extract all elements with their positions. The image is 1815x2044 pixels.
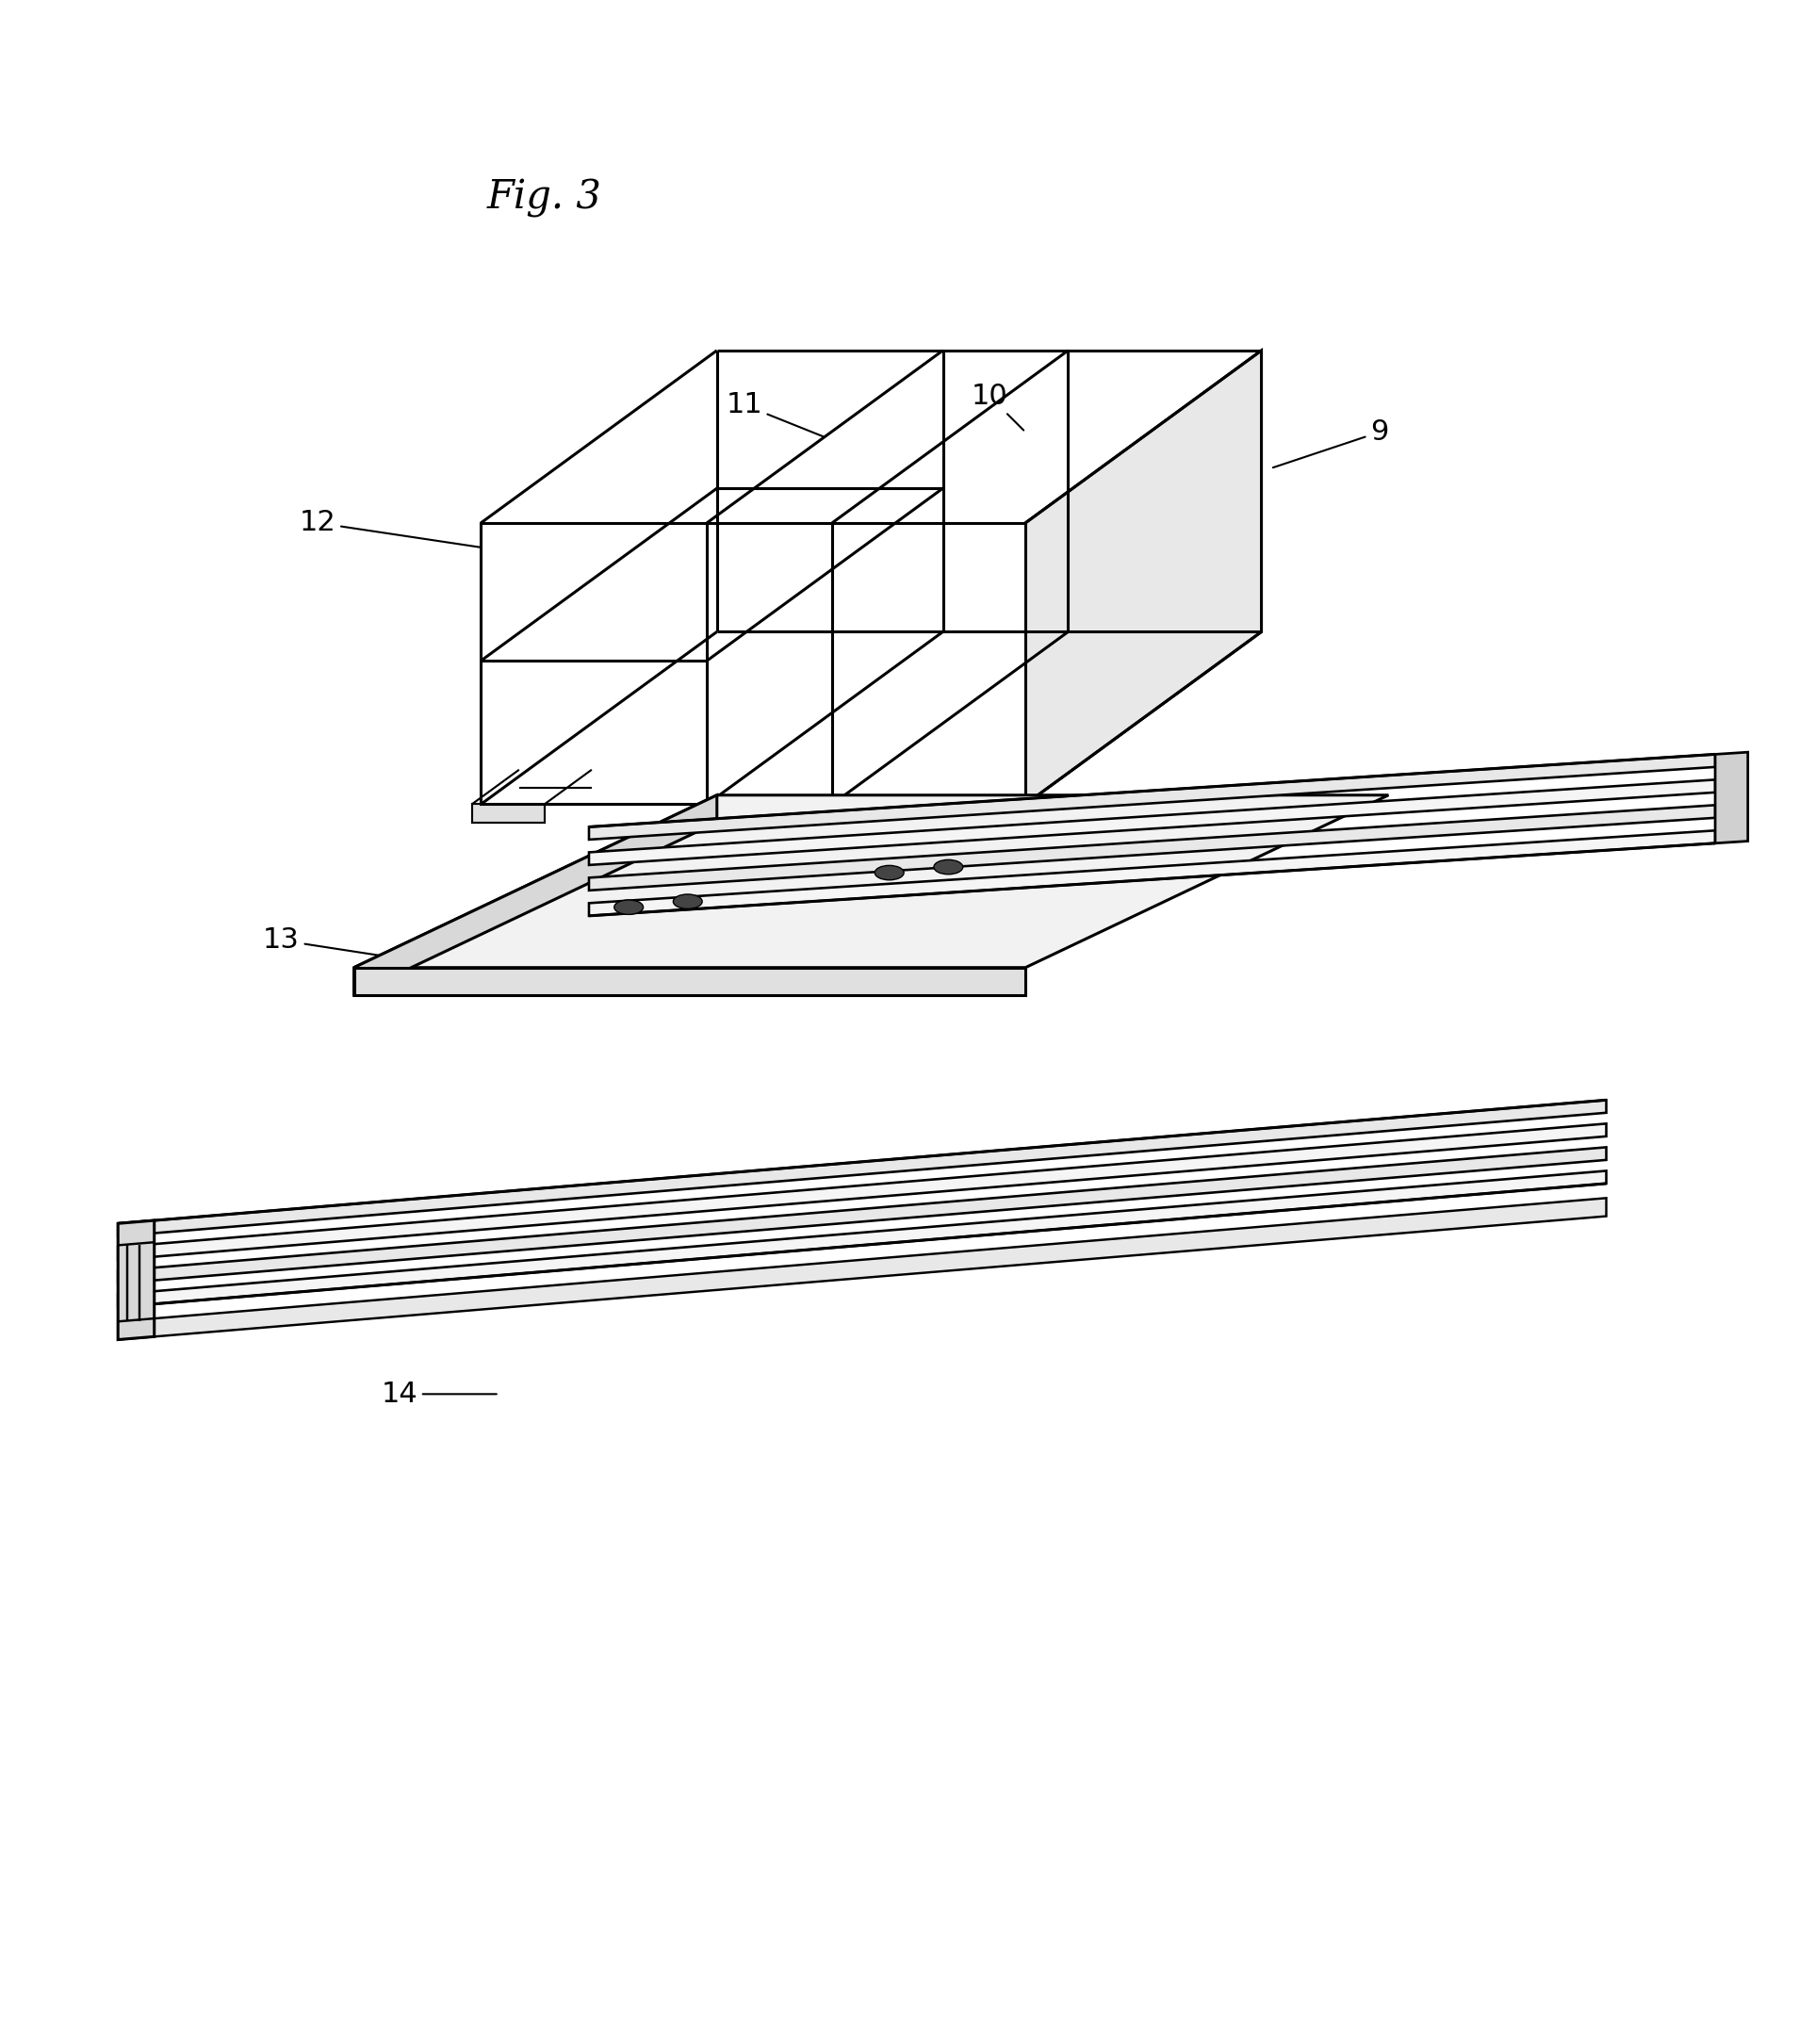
Text: 13: 13	[263, 926, 397, 959]
Polygon shape	[588, 830, 1715, 916]
Text: 12: 12	[299, 509, 497, 550]
Polygon shape	[588, 779, 1715, 865]
Polygon shape	[118, 1220, 154, 1339]
Polygon shape	[1025, 350, 1261, 803]
Polygon shape	[481, 523, 1025, 803]
Polygon shape	[118, 1198, 1606, 1339]
Text: 9: 9	[1272, 419, 1388, 468]
Polygon shape	[118, 1124, 1606, 1259]
Ellipse shape	[875, 865, 904, 881]
Text: Fig. 3: Fig. 3	[486, 178, 603, 217]
Polygon shape	[1715, 752, 1748, 844]
Ellipse shape	[673, 895, 702, 910]
Polygon shape	[118, 1147, 1606, 1284]
Polygon shape	[354, 795, 717, 995]
Polygon shape	[588, 805, 1715, 891]
Text: 14: 14	[381, 1380, 497, 1408]
Polygon shape	[354, 795, 1388, 967]
Text: 11: 11	[726, 390, 824, 437]
Polygon shape	[588, 754, 1715, 840]
Text: 10: 10	[971, 382, 1024, 431]
Polygon shape	[472, 803, 544, 822]
Ellipse shape	[613, 899, 643, 914]
Polygon shape	[118, 1171, 1606, 1306]
Polygon shape	[354, 967, 1025, 995]
Ellipse shape	[935, 861, 964, 875]
Polygon shape	[118, 1100, 1606, 1237]
